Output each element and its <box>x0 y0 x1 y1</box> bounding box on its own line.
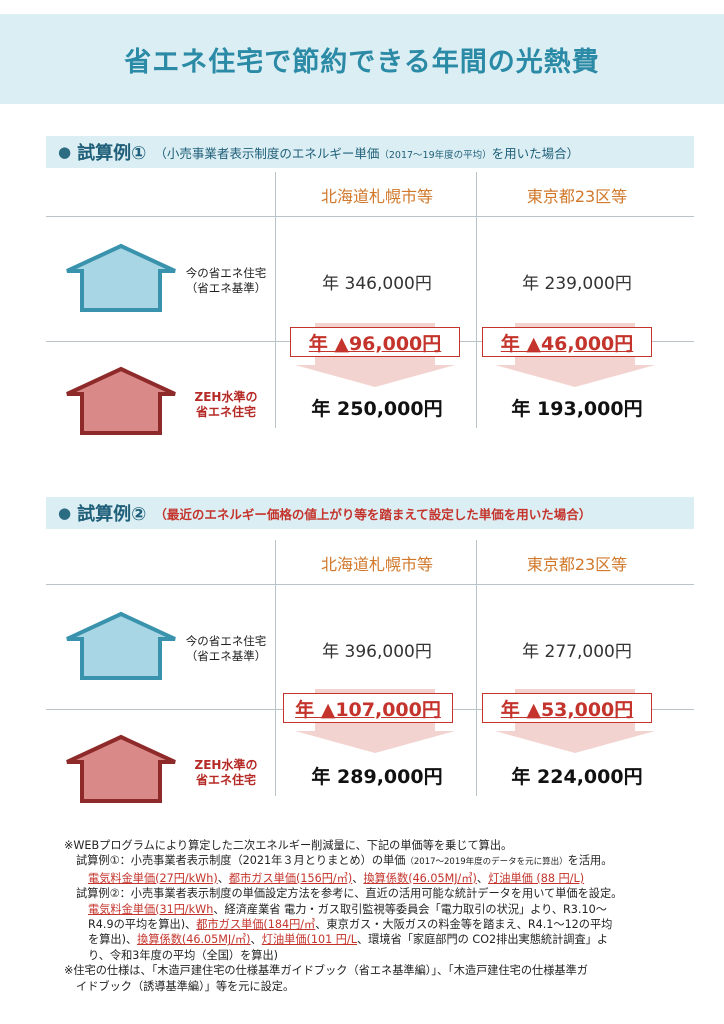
case1-current-price-sapporo: 年 346,000円 <box>322 274 432 294</box>
note-text: 、 <box>476 871 489 885</box>
case2-rule-top <box>46 584 694 585</box>
footnotes: ※WEBプログラムにより算定した二次エネルギー削減量に、下記の単価等を乗じて算出… <box>64 838 694 994</box>
case2-saving-tokyo: 年 ▲53,000円 <box>482 693 652 723</box>
case1-current-label: 今の省エネ住宅 （省エネ基準） <box>176 266 276 296</box>
case2-zeh-label-2: 省エネ住宅 <box>195 773 256 787</box>
case1-divider-left <box>275 172 276 428</box>
note-highlight: 都市ガス単価(156円/㎥) <box>228 871 353 885</box>
note-line: を算出)、換算係数(46.05MJ/㎥)、灯油単価(101 円/L、環境省「家庭… <box>64 932 694 947</box>
note-text: R4.9の平均を算出)、 <box>88 918 197 932</box>
case2-zeh-price-sapporo: 年 289,000円 <box>311 766 443 788</box>
note-highlight: 灯油単価(101 円/L <box>261 933 357 947</box>
note-text: を活用。 <box>567 854 613 868</box>
zeh-house-icon <box>66 366 176 435</box>
note-line: 電気料金単価(31円/kWh、経済産業省 電力・ガス取引監視等委員会「電力取引の… <box>64 902 694 917</box>
note-line: 電気料金単価(27円/kWh)、都市ガス単価(156円/㎥)、換算係数(46.0… <box>64 871 694 886</box>
note-text: 、経済産業省 電力・ガス取引監視等委員会「電力取引の状況」より、R3.10～ <box>213 902 607 916</box>
case1-note-small: （2017～19年度の平均） <box>379 149 492 161</box>
note-line: R4.9の平均を算出)、都市ガス単価(184円/㎥、東京ガス・大阪ガスの料金等を… <box>64 917 694 932</box>
case1-current-label-2: （省エネ基準） <box>185 281 267 295</box>
case1-note-pre: （小売事業者表示制度のエネルギー単価 <box>154 145 380 161</box>
current-house-icon <box>66 243 176 312</box>
note-line: 試算例①：小売事業者表示制度（2021年３月とりまとめ）の単価（2017～201… <box>64 853 694 870</box>
case1-zeh-price-tokyo: 年 193,000円 <box>511 398 643 420</box>
note-highlight: 灯油単価 (88 円/L) <box>488 871 585 885</box>
case1-col-sapporo: 北海道札幌市等 <box>320 187 433 206</box>
note-highlight: 電気料金単価(27円/kWh) <box>88 871 218 885</box>
case2-bullet: ● <box>58 504 72 522</box>
page-title: 省エネ住宅で節約できる年間の光熱費 <box>124 46 600 78</box>
case1-zeh-label-1: ZEH水準の <box>194 390 258 404</box>
note-text: 、 <box>352 871 364 885</box>
note-line: ※WEBプログラムにより算定した二次エネルギー削減量に、下記の単価等を乗じて算出… <box>64 839 513 852</box>
note-highlight: 換算係数(46.05MJ/㎥) <box>363 871 477 885</box>
case2-zeh-label: ZEH水準の 省エネ住宅 <box>176 758 276 788</box>
case1-current-price-tokyo: 年 239,000円 <box>522 274 632 294</box>
note-highlight: 電気料金単価(31円/kWh <box>88 902 214 916</box>
case2-note: （最近のエネルギー価格の値上がり等を踏まえて設定した単価を用いた場合） <box>154 506 592 522</box>
case2-zeh-price-tokyo: 年 224,000円 <box>511 766 643 788</box>
case2-current-label-2: （省エネ基準） <box>185 649 267 663</box>
case2-current-price-sapporo: 年 396,000円 <box>322 642 432 662</box>
note-text: 、東京ガス・大阪ガスの料金等を踏まえ、R4.1～12の平均 <box>315 918 613 932</box>
current-house-icon <box>66 611 176 680</box>
case2-label: 試算例② <box>77 504 147 525</box>
note-text: 、環境省「家庭部門の CO2排出実態統計調査」よ <box>356 933 609 947</box>
case2-col-sapporo: 北海道札幌市等 <box>320 555 433 574</box>
note-line: 試算例②：小売事業者表示制度の単価設定方法を参考に、直近の活用可能な統計データを… <box>76 887 623 901</box>
note-highlight: 都市ガス単価(184円/㎥ <box>196 918 316 932</box>
case1-bullet: ● <box>58 143 72 161</box>
case1-rule-top <box>46 216 694 217</box>
note-text: 、 <box>250 933 262 947</box>
case2-zeh-label-1: ZEH水準の <box>194 758 258 772</box>
note-text: （2017～2019年度のデータを元に算出） <box>405 857 568 868</box>
case1-label: 試算例① <box>77 143 147 164</box>
case2-header: ● 試算例② （最近のエネルギー価格の値上がり等を踏まえて設定した単価を用いた場… <box>46 497 694 529</box>
case1-note-post: を用いた場合） <box>491 145 580 161</box>
case1-divider-mid <box>476 172 477 428</box>
case1-zeh-label: ZEH水準の 省エネ住宅 <box>176 390 276 420</box>
note-text: 試算例①：小売事業者表示制度（2021年３月とりまとめ）の単価 <box>76 854 406 868</box>
case1-zeh-label-2: 省エネ住宅 <box>195 405 256 419</box>
title-band: 省エネ住宅で節約できる年間の光熱費 <box>0 14 724 104</box>
note-highlight: 換算係数(46.05MJ/㎥) <box>137 933 251 947</box>
note-line: イドブック（誘導基準編）」等を元に設定。 <box>76 979 295 993</box>
note-text: を算出)、 <box>88 933 138 947</box>
zeh-house-icon <box>66 734 176 803</box>
case1-saving-sapporo: 年 ▲96,000円 <box>290 327 460 357</box>
case1-saving-tokyo: 年 ▲46,000円 <box>482 327 652 357</box>
note-line: り、令和3年度の平均（全国）を算出) <box>88 948 279 962</box>
case2-saving-sapporo: 年 ▲107,000円 <box>283 693 453 723</box>
note-text: 、 <box>217 871 229 885</box>
case1-note: （小売事業者表示制度のエネルギー単価（2017～19年度の平均）を用いた場合） <box>154 143 579 162</box>
case2-divider-mid <box>476 540 477 796</box>
case2-current-label-1: 今の省エネ住宅 <box>185 634 267 648</box>
case1-col-tokyo: 東京都23区等 <box>526 187 628 206</box>
case2-current-label: 今の省エネ住宅 （省エネ基準） <box>176 634 276 664</box>
case1-current-label-1: 今の省エネ住宅 <box>185 266 267 280</box>
case1-header: ● 試算例① （小売事業者表示制度のエネルギー単価（2017～19年度の平均）を… <box>46 136 694 168</box>
note-line: ※住宅の仕様は、「木造戸建住宅の仕様基準ガイドブック（省エネ基準編）」、「木造戸… <box>64 964 588 978</box>
case2-current-price-tokyo: 年 277,000円 <box>522 642 632 662</box>
case2-col-tokyo: 東京都23区等 <box>526 555 628 574</box>
case1-zeh-price-sapporo: 年 250,000円 <box>311 398 443 420</box>
case2-divider-left <box>275 540 276 796</box>
